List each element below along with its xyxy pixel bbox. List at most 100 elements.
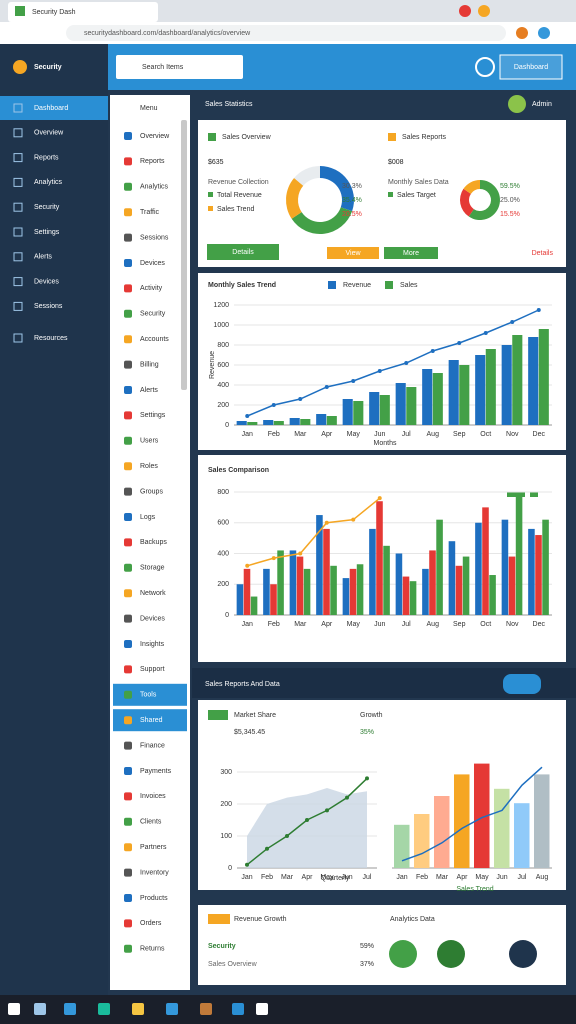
donut-segment bbox=[294, 166, 320, 186]
subnav-item[interactable]: Users bbox=[140, 438, 159, 445]
header-button[interactable] bbox=[475, 57, 495, 77]
subnav-item[interactable]: Returns bbox=[140, 946, 165, 953]
subtitle: Sales Overview bbox=[208, 961, 258, 968]
x-tick-label: Jun bbox=[496, 874, 507, 881]
button-label[interactable]: View bbox=[345, 250, 361, 257]
taskbar-icon bbox=[98, 1003, 110, 1015]
line-point bbox=[324, 385, 329, 389]
tab-title[interactable]: Security Dash bbox=[32, 9, 76, 16]
subnav-icon bbox=[124, 589, 132, 598]
subnav-icon bbox=[124, 817, 132, 826]
bar bbox=[379, 395, 390, 425]
line-point bbox=[365, 776, 369, 781]
bar bbox=[250, 596, 258, 615]
subnav-item[interactable]: Products bbox=[140, 895, 168, 902]
subnav-item[interactable]: Reports bbox=[140, 158, 165, 165]
bottom-card bbox=[198, 905, 566, 985]
subnav-item[interactable]: Storage bbox=[140, 565, 165, 572]
subnav-item[interactable]: Sessions bbox=[140, 234, 169, 241]
chart-title: Monthly Sales Trend bbox=[208, 282, 276, 289]
subnav-item[interactable]: Clients bbox=[140, 819, 162, 826]
subnav-item[interactable]: Partners bbox=[140, 844, 167, 851]
url[interactable]: securitydashboard.com/dashboard/analytic… bbox=[84, 30, 251, 37]
x-tick-label: May bbox=[347, 621, 361, 628]
subnav-item[interactable]: Tools bbox=[140, 692, 157, 699]
subnav-item[interactable]: Backups bbox=[140, 539, 167, 546]
search-text[interactable]: Search Items bbox=[142, 64, 184, 71]
sidebar-item[interactable]: Sessions bbox=[34, 303, 63, 310]
user-name[interactable]: Admin bbox=[532, 101, 552, 108]
sidebar-item[interactable]: Security bbox=[34, 204, 60, 211]
button-label[interactable]: Dashboard bbox=[514, 64, 548, 71]
bar bbox=[236, 584, 244, 615]
y-tick-label: 200 bbox=[220, 801, 232, 808]
kpi-icon bbox=[388, 133, 396, 141]
subnav bbox=[110, 95, 190, 990]
x-tick-label: Dec bbox=[533, 431, 546, 438]
subnav-active bbox=[113, 709, 187, 732]
donut-segment bbox=[468, 180, 501, 220]
bar bbox=[296, 556, 304, 615]
subnav-item[interactable]: Invoices bbox=[140, 793, 166, 800]
subnav-item[interactable]: Finance bbox=[140, 742, 165, 749]
x-tick-label: Jun bbox=[341, 874, 352, 881]
button bbox=[327, 247, 379, 259]
subnav-item[interactable]: Security bbox=[140, 311, 166, 318]
subnav-icon bbox=[124, 563, 132, 572]
button-label[interactable]: Details bbox=[232, 249, 254, 256]
button bbox=[384, 247, 438, 259]
donut-segment bbox=[320, 166, 354, 212]
section-button bbox=[503, 674, 541, 694]
x-tick-label: Apr bbox=[302, 874, 314, 881]
subnav-item[interactable]: Insights bbox=[140, 641, 165, 648]
subnav-item[interactable]: Shared bbox=[140, 717, 163, 724]
sidebar-item[interactable]: Dashboard bbox=[34, 105, 68, 112]
subnav-item[interactable]: Alerts bbox=[140, 387, 158, 394]
sidebar-icon bbox=[13, 252, 23, 262]
bar bbox=[448, 541, 456, 615]
subnav-item[interactable]: Activity bbox=[140, 285, 163, 292]
subnav-icon bbox=[124, 335, 132, 344]
subnav-item[interactable]: Network bbox=[140, 590, 166, 597]
sidebar-item[interactable]: Devices bbox=[34, 278, 59, 285]
subnav-icon bbox=[124, 284, 132, 293]
line-point bbox=[271, 556, 276, 561]
subnav-item[interactable]: Settings bbox=[140, 412, 166, 419]
taskbar-icon bbox=[256, 1003, 268, 1015]
subnav-item[interactable]: Devices bbox=[140, 260, 165, 267]
sidebar-item[interactable]: Overview bbox=[34, 130, 64, 137]
sidebar-item[interactable]: Analytics bbox=[34, 179, 63, 186]
subnav-item[interactable]: Support bbox=[140, 666, 165, 673]
subnav-item[interactable]: Analytics bbox=[140, 184, 169, 191]
scrollbar bbox=[181, 120, 187, 390]
subnav-item[interactable]: Groups bbox=[140, 488, 163, 495]
subnav-item[interactable]: Logs bbox=[140, 514, 156, 521]
y-tick-label: 600 bbox=[217, 520, 229, 527]
link[interactable]: Details bbox=[532, 250, 554, 257]
bar bbox=[289, 418, 300, 425]
subnav-item[interactable]: Accounts bbox=[140, 336, 169, 343]
subnav-item[interactable]: Orders bbox=[140, 920, 162, 927]
icon bbox=[208, 710, 228, 720]
x-tick-label: Nov bbox=[506, 621, 519, 628]
taskbar-icon bbox=[166, 1003, 178, 1015]
y-tick-label: 800 bbox=[217, 489, 229, 496]
sidebar-item[interactable]: Reports bbox=[34, 154, 59, 161]
sidebar-item[interactable]: Resources bbox=[34, 335, 68, 342]
subnav-item[interactable]: Roles bbox=[140, 463, 158, 470]
button-label[interactable]: More bbox=[403, 250, 419, 257]
line-point bbox=[285, 834, 289, 838]
subnav-item[interactable]: Overview bbox=[140, 133, 170, 140]
donut-label: 30.3% bbox=[342, 183, 362, 190]
subnav-item[interactable]: Devices bbox=[140, 615, 165, 622]
subnav-item[interactable]: Billing bbox=[140, 361, 159, 368]
subnav-item[interactable]: Payments bbox=[140, 768, 172, 775]
subnav-item[interactable]: Traffic bbox=[140, 209, 160, 216]
bar bbox=[349, 568, 357, 615]
x-tick-label: Mar bbox=[281, 874, 294, 881]
sidebar-item[interactable]: Alerts bbox=[34, 254, 52, 261]
subnav-icon bbox=[124, 767, 132, 775]
sidebar-item[interactable]: Settings bbox=[34, 229, 60, 236]
subnav-item[interactable]: Inventory bbox=[140, 869, 169, 876]
